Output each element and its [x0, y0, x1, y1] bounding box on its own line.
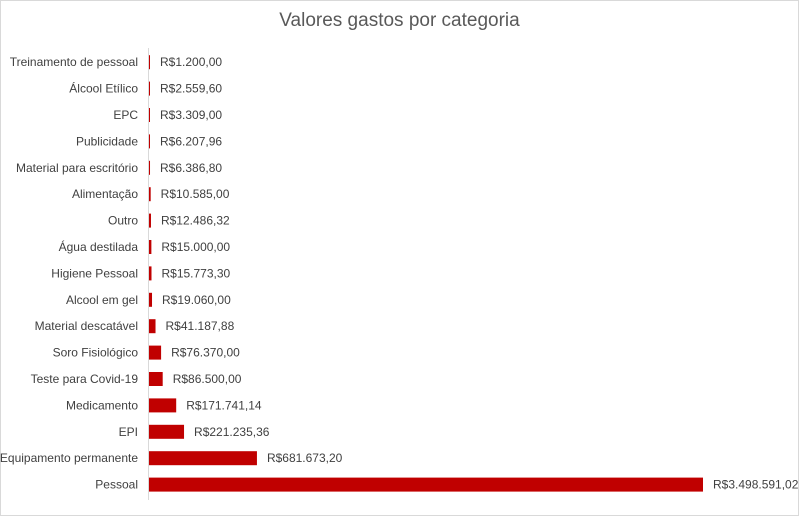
category-label: Higiene Pessoal [51, 266, 138, 280]
bar [149, 319, 156, 334]
category-label: EPC [113, 108, 138, 122]
bar [149, 108, 150, 122]
category-label: Alcool em gel [66, 293, 138, 307]
data-label: R$19.060,00 [162, 293, 231, 307]
data-label: R$10.585,00 [161, 187, 230, 201]
bar [149, 55, 150, 70]
data-label: R$171.741,14 [186, 398, 262, 412]
data-label: R$86.500,00 [173, 372, 242, 386]
bar [149, 81, 150, 96]
data-label: R$681.673,20 [267, 451, 343, 465]
data-label: R$3.309,00 [160, 108, 222, 122]
bar [149, 187, 151, 202]
bar [149, 266, 152, 281]
data-label: R$15.773,30 [161, 266, 230, 280]
category-label: Medicamento [66, 398, 138, 412]
category-label: Material para escritório [16, 161, 138, 175]
data-label: R$6.386,80 [160, 161, 222, 175]
category-label: Equipamento permanente [0, 451, 138, 465]
category-label: Pessoal [95, 478, 138, 492]
data-label: R$41.187,88 [166, 319, 235, 333]
category-label: Treinamento de pessoal [10, 55, 138, 69]
data-label: R$2.559,60 [160, 82, 222, 96]
category-label: Teste para Covid-19 [31, 372, 139, 386]
bar [149, 240, 152, 254]
bar [149, 424, 185, 439]
bar [149, 292, 153, 307]
category-label: Álcool Etílico [69, 81, 138, 96]
data-label: R$15.000,00 [161, 240, 230, 254]
data-label: R$1.200,00 [160, 55, 222, 69]
category-label: Alimentação [72, 187, 138, 201]
data-label: R$12.486,32 [161, 214, 230, 228]
bar [149, 398, 177, 413]
bar [149, 372, 163, 386]
data-label: R$6.207,96 [160, 134, 222, 148]
bar [149, 345, 162, 360]
chart-title: Valores gastos por categoria [279, 10, 520, 31]
data-label: R$221.235,36 [194, 425, 270, 439]
bar [149, 477, 703, 492]
bar [149, 213, 151, 228]
data-label: R$76.370,00 [171, 346, 240, 360]
data-label: R$3.498.591,02 [713, 478, 799, 492]
bar [149, 134, 150, 149]
bar [149, 451, 257, 466]
category-label: Publicidade [76, 134, 138, 148]
category-label: Material descatável [35, 319, 138, 333]
category-label: EPI [119, 425, 138, 439]
category-label: Soro Fisiológico [53, 346, 139, 360]
bar [149, 160, 151, 175]
category-label: Outro [108, 214, 138, 228]
category-label: Água destilada [59, 239, 139, 254]
